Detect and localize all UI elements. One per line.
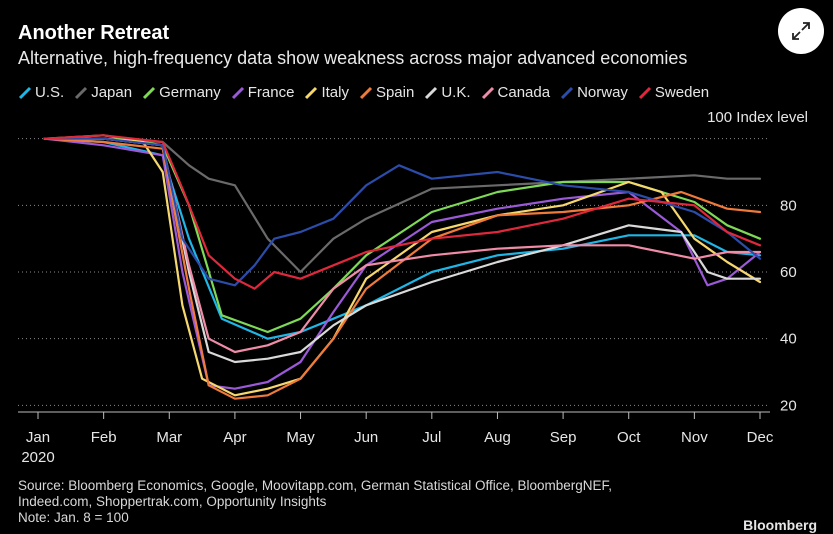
legend-swatch-norway xyxy=(561,86,574,99)
x-tick-label-jun: Jun xyxy=(354,429,378,446)
unit-label: 100 Index level xyxy=(707,109,808,126)
legend-label-italy: Italy xyxy=(321,84,349,101)
legend-swatch-france xyxy=(231,86,244,99)
source-text: Source: Bloomberg Economics, Google, Moo… xyxy=(18,478,613,493)
y-tick-label-20: 20 xyxy=(780,397,797,414)
x-tick-label-jan: Jan xyxy=(26,429,50,446)
x-tick-label-oct: Oct xyxy=(617,429,641,446)
source-text-2: Indeed.com, Shoppertrak.com, Opportunity… xyxy=(18,494,327,509)
series-line-germany xyxy=(43,134,762,334)
x-tick-label-sep: Sep xyxy=(550,429,577,446)
series-line-sweden xyxy=(43,134,762,290)
legend-swatch-germany xyxy=(143,86,156,99)
x-tick-label-dec: Dec xyxy=(747,429,774,446)
y-tick-label-60: 60 xyxy=(780,264,797,281)
series-line-france xyxy=(43,137,762,390)
source-note: Source: Bloomberg Economics, Google, Moo… xyxy=(18,478,612,526)
legend-item-italy: Italy xyxy=(304,84,349,101)
expand-button[interactable] xyxy=(778,8,824,54)
legend-label-sweden: Sweden xyxy=(654,84,710,101)
legend-item-u-k: U.K. xyxy=(424,84,471,101)
legend-swatch-spain xyxy=(359,86,373,99)
legend-item-canada: Canada xyxy=(481,84,551,101)
series-line-norway xyxy=(43,137,762,287)
x-tick-label-apr: Apr xyxy=(223,429,246,446)
legend-label-japan: Japan xyxy=(91,84,133,101)
chart-legend: U.S. Japan Germany France Italy Spain U.K. Cana… xyxy=(18,84,709,101)
legend-label-france: France xyxy=(247,84,295,101)
series-line-u-k xyxy=(43,137,762,364)
x-tick-label-may: May xyxy=(286,429,315,446)
series-line-u-s xyxy=(43,137,762,340)
legend-item-u-s: U.S. xyxy=(18,84,64,101)
legend-swatch-u-k xyxy=(425,86,438,99)
legend-label-norway: Norway xyxy=(577,84,628,101)
legend-item-spain: Spain xyxy=(359,84,414,101)
x-tick-label-jul: Jul xyxy=(422,429,441,446)
legend-swatch-u-s xyxy=(18,86,32,99)
chart-subtitle: Alternative, high-frequency data show we… xyxy=(18,48,688,68)
note-text: Note: Jan. 8 = 100 xyxy=(18,510,129,525)
y-tick-label-40: 40 xyxy=(780,331,797,348)
x-tick-label-feb: Feb xyxy=(91,429,117,446)
legend-label-u-s: U.S. xyxy=(35,84,65,101)
legend-label-germany: Germany xyxy=(159,84,221,101)
legend-item-norway: Norway xyxy=(560,84,628,101)
legend-swatch-japan xyxy=(75,86,88,99)
chart-title: Another Retreat xyxy=(18,22,170,44)
legend-swatch-canada xyxy=(481,86,494,99)
series-line-japan xyxy=(43,137,762,274)
legend-swatch-italy xyxy=(305,86,318,99)
y-tick-label-80: 80 xyxy=(780,197,797,214)
x-tick-label-aug: Aug xyxy=(484,429,511,446)
legend-label-spain: Spain xyxy=(375,84,415,101)
x-tick-label-nov: Nov xyxy=(681,429,708,446)
legend-label-u-k: U.K. xyxy=(441,84,471,101)
legend-swatch-sweden xyxy=(638,86,651,99)
bloomberg-logo: Bloomberg xyxy=(743,517,817,533)
legend-item-france: France xyxy=(231,84,295,101)
legend-item-germany: Germany xyxy=(142,84,221,101)
legend-item-sweden: Sweden xyxy=(638,84,709,101)
legend-label-canada: Canada xyxy=(497,84,551,101)
x-tick-label-mar: Mar xyxy=(156,429,182,446)
expand-arrows-icon xyxy=(792,22,810,40)
x-year-label: 2020 xyxy=(21,449,54,466)
legend-item-japan: Japan xyxy=(74,84,132,101)
